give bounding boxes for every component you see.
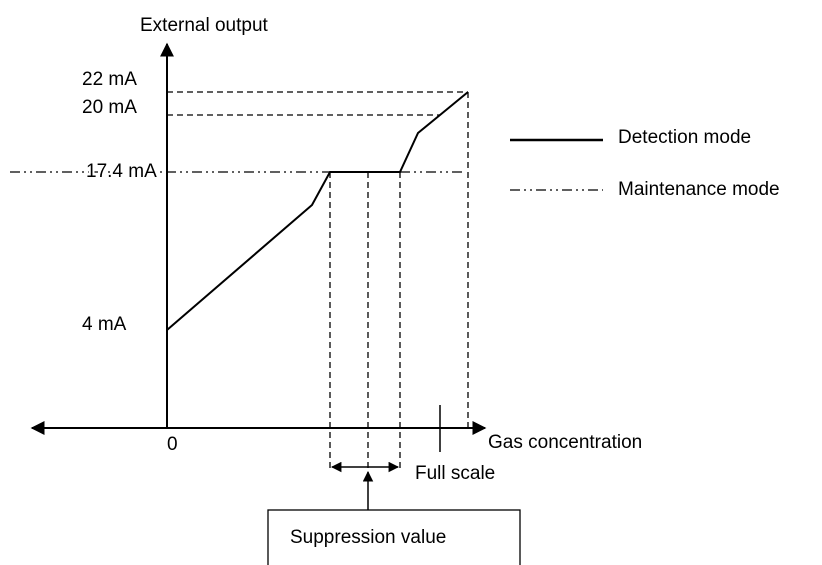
suppression-box (267, 509, 521, 565)
suppression-label: Suppression value (290, 527, 446, 548)
y-axis-label: External output (140, 15, 269, 36)
level-label: 22 mA (82, 69, 137, 90)
origin-label: 0 (167, 434, 178, 455)
level-label: 4 mA (82, 314, 127, 335)
legend-label: Maintenance mode (618, 179, 780, 200)
level-label: 17.4 mA (86, 161, 157, 182)
legend-label: Detection mode (618, 127, 751, 148)
detection-curve (166, 91, 469, 331)
x-axis-label: Gas concentration (488, 432, 642, 453)
level-label: 20 mA (82, 97, 137, 118)
full-scale-label: Full scale (415, 463, 495, 484)
